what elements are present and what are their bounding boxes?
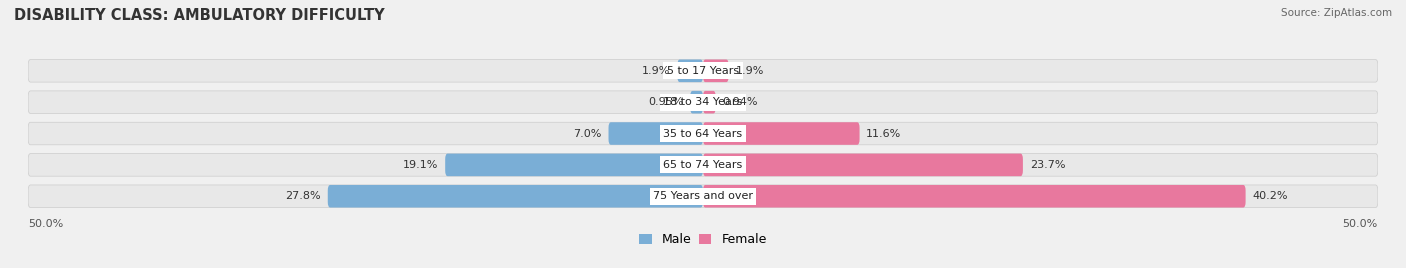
- Text: 27.8%: 27.8%: [285, 191, 321, 201]
- FancyBboxPatch shape: [609, 122, 703, 145]
- Text: 0.95%: 0.95%: [648, 97, 683, 107]
- Text: 50.0%: 50.0%: [1343, 219, 1378, 229]
- FancyBboxPatch shape: [703, 122, 859, 145]
- Text: 11.6%: 11.6%: [866, 129, 901, 139]
- FancyBboxPatch shape: [703, 185, 1246, 207]
- Text: 0.94%: 0.94%: [723, 97, 758, 107]
- Text: 40.2%: 40.2%: [1253, 191, 1288, 201]
- FancyBboxPatch shape: [678, 59, 703, 82]
- FancyBboxPatch shape: [690, 91, 703, 113]
- Text: 75 Years and over: 75 Years and over: [652, 191, 754, 201]
- Text: 5 to 17 Years: 5 to 17 Years: [666, 66, 740, 76]
- Text: 1.9%: 1.9%: [643, 66, 671, 76]
- Text: 19.1%: 19.1%: [404, 160, 439, 170]
- Text: 65 to 74 Years: 65 to 74 Years: [664, 160, 742, 170]
- Text: 1.9%: 1.9%: [735, 66, 763, 76]
- FancyBboxPatch shape: [703, 91, 716, 113]
- Text: 23.7%: 23.7%: [1029, 160, 1066, 170]
- FancyBboxPatch shape: [28, 185, 1378, 207]
- Text: 7.0%: 7.0%: [574, 129, 602, 139]
- FancyBboxPatch shape: [446, 154, 703, 176]
- Text: 35 to 64 Years: 35 to 64 Years: [664, 129, 742, 139]
- Text: DISABILITY CLASS: AMBULATORY DIFFICULTY: DISABILITY CLASS: AMBULATORY DIFFICULTY: [14, 8, 385, 23]
- FancyBboxPatch shape: [28, 122, 1378, 145]
- Text: Source: ZipAtlas.com: Source: ZipAtlas.com: [1281, 8, 1392, 18]
- FancyBboxPatch shape: [328, 185, 703, 207]
- FancyBboxPatch shape: [703, 59, 728, 82]
- FancyBboxPatch shape: [28, 91, 1378, 113]
- Text: 50.0%: 50.0%: [28, 219, 63, 229]
- Legend: Male, Female: Male, Female: [634, 228, 772, 251]
- FancyBboxPatch shape: [28, 154, 1378, 176]
- FancyBboxPatch shape: [703, 154, 1024, 176]
- FancyBboxPatch shape: [28, 59, 1378, 82]
- Text: 18 to 34 Years: 18 to 34 Years: [664, 97, 742, 107]
